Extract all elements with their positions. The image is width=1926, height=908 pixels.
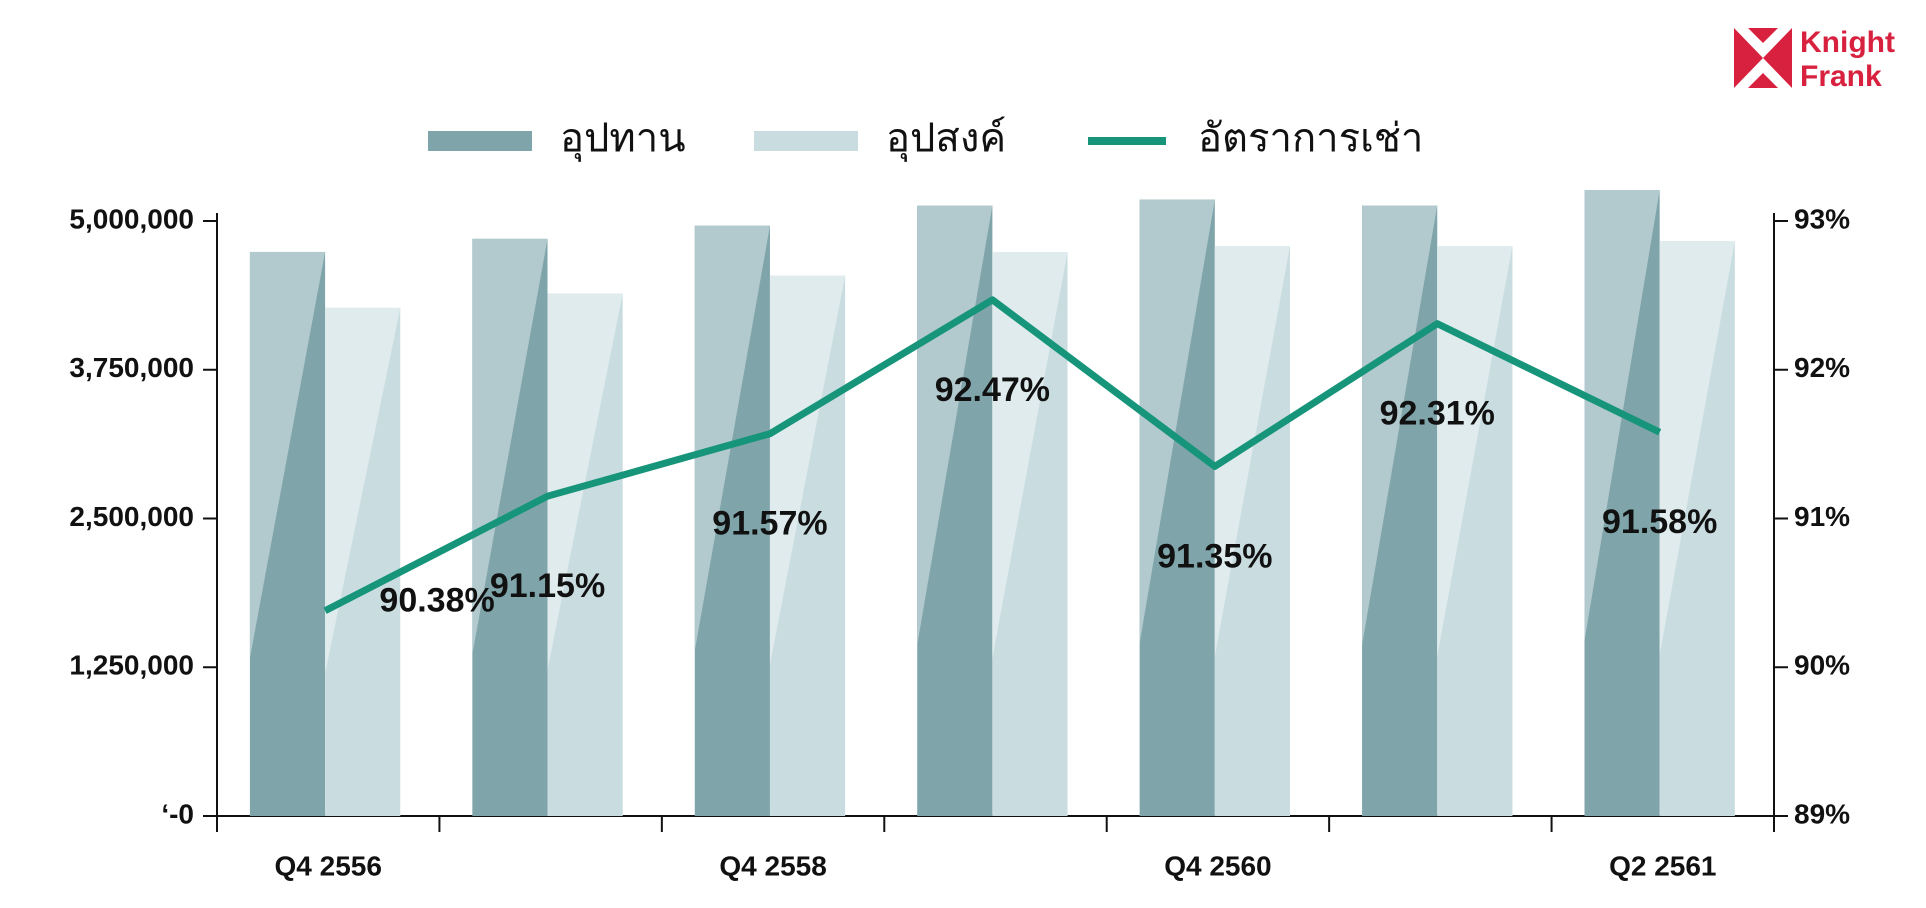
line [323, 296, 1662, 614]
bar-shade [1362, 205, 1438, 646]
logo-shape [1748, 73, 1778, 88]
bar-shade [1139, 199, 1215, 644]
y2-tick-label: 91% [1794, 501, 1850, 532]
bar-shade [547, 293, 623, 670]
data-label: 92.47% [935, 371, 1050, 409]
y2-tick-label: 93% [1794, 203, 1850, 234]
x-tick-label: Q4 2556 [275, 850, 382, 881]
logo-text: Knight Frank [1800, 26, 1895, 93]
bar-shade [325, 307, 401, 674]
data-label: 91.57% [712, 505, 827, 543]
x-tick-label: Q4 2560 [1164, 850, 1271, 881]
bar-shade [694, 225, 770, 651]
y-tick-label: 3,750,000 [69, 352, 194, 383]
legend-label: อุปทาน [560, 117, 686, 163]
bar-shade [1659, 241, 1735, 656]
x-tick-label: Q4 2558 [719, 850, 826, 881]
data-label: 91.15% [490, 567, 605, 605]
bar-shade [769, 275, 846, 665]
bar-shade [472, 238, 548, 655]
logo: Knight Frank [1734, 26, 1895, 93]
logo-shape [1734, 28, 1763, 88]
legend-label: อุปสงค์ [886, 116, 1006, 163]
y2-tick-label: 89% [1794, 798, 1850, 829]
y-tick-label: 2,500,000 [69, 501, 194, 532]
y-tick-label: 1,250,000 [69, 650, 194, 681]
bar-shade [992, 251, 1068, 659]
data-label: 91.35% [1157, 537, 1272, 575]
bar-shade [917, 205, 993, 646]
logo-shape [1763, 28, 1792, 88]
data-label: 91.58% [1602, 503, 1717, 541]
y2-tick-label: 92% [1794, 352, 1850, 383]
data-label: 92.31% [1380, 395, 1495, 433]
legend-swatch [428, 131, 532, 151]
data-label: 90.38% [379, 582, 494, 620]
legend-label: อัตราการเช่า [1198, 117, 1423, 161]
y-tick-label: 5,000,000 [69, 203, 194, 234]
x-tick-label: Q2 2561 [1609, 850, 1716, 881]
bar-shade [1214, 245, 1290, 657]
legend-swatch [754, 131, 858, 151]
logo-shape [1748, 28, 1778, 43]
bar-shade [249, 251, 326, 659]
y-tick-label: ‘-0 [161, 798, 194, 829]
bar-shade [1437, 245, 1513, 657]
y2-tick-label: 90% [1794, 650, 1850, 681]
